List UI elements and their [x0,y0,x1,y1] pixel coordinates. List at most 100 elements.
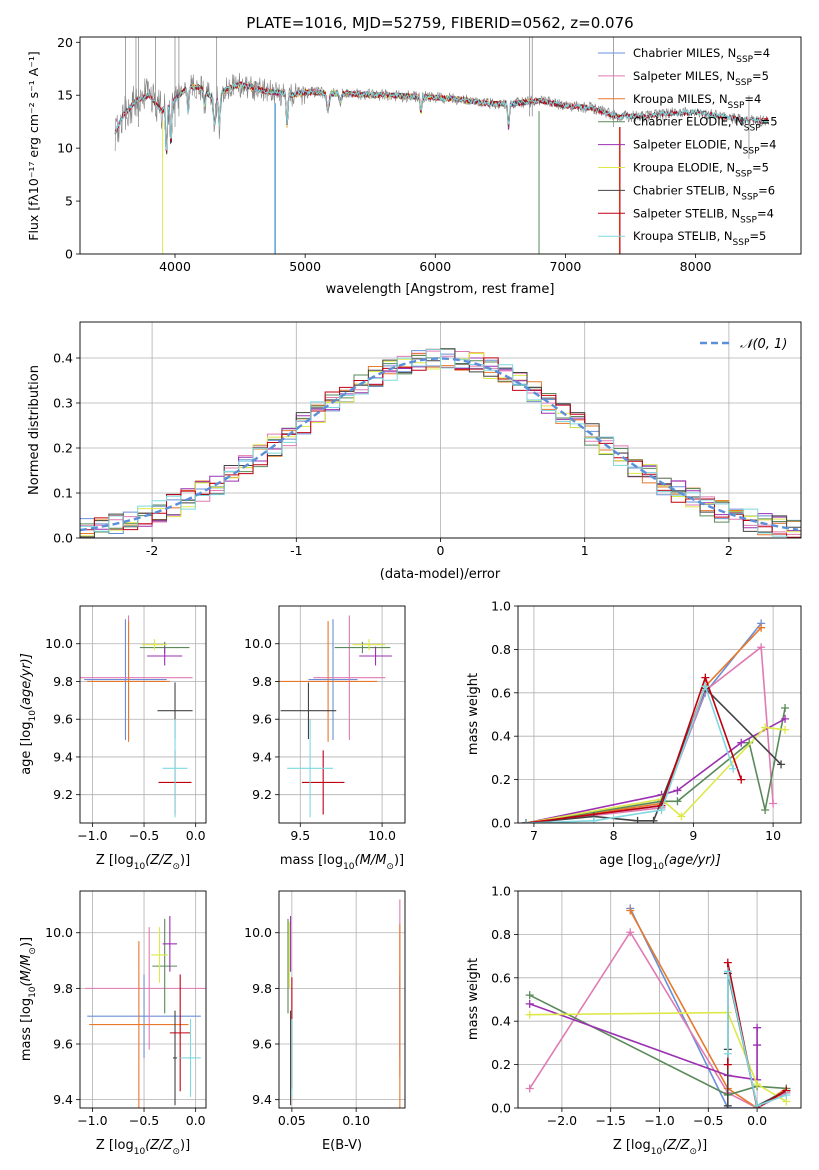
plus-marker [757,643,766,652]
age-vs-Z-chart-frame [79,605,207,824]
x-tick-label: −1.0 [644,1113,674,1128]
plus-marker [729,764,738,773]
x-tick-label: −2.0 [547,1113,577,1128]
legend-label: Salpeter STELIB, NSSP=4 [633,206,774,225]
errorbar-kroupa-miles [89,941,189,1108]
plus-marker [761,723,770,732]
x-tick-label: 8 [610,828,618,843]
y-axis-label: Flux [fλ10⁻¹⁷ erg cm⁻² s⁻¹ A⁻¹] [26,51,41,240]
series-kroupa-miles [521,623,766,823]
errorbar-chabrier-stelib [172,1010,178,1106]
series-line [525,707,786,823]
y-tick-label: 20 [57,35,73,50]
series-line [525,675,742,823]
series-line [525,622,762,823]
weight-vs-age-chart-grid [518,605,801,824]
errorbar-salpeter-stelib [169,974,191,1092]
mass-vs-EBV-chart-frame [278,890,406,1109]
y-tick-label: 0.2 [53,441,73,456]
residual-histogram-plot-area [80,348,801,538]
x-tick-label: 0.0 [186,1113,206,1128]
y-tick-label: 9.2 [252,787,272,802]
y-tick-label: 0.2 [491,1057,511,1072]
series-kroupa-elodie [525,1008,791,1106]
plus-marker [781,714,790,723]
spectrum-chart-plot-area [114,37,769,254]
series-line [529,930,787,1108]
plus-marker [633,816,642,823]
legend-label: Salpeter MILES, NSSP=5 [633,69,769,88]
series-line [529,1003,758,1081]
errorbar-kroupa-stelib [180,1018,201,1097]
x-tick-label: −1.0 [77,828,107,843]
y-tick-label: 0.4 [491,1014,511,1029]
x-tick-label: 10.0 [368,828,396,843]
plus-marker [723,967,732,976]
normal-curve [80,357,799,532]
mass-vs-Z-chart-grid [80,891,206,1108]
x-tick-label: 9.5 [290,828,310,843]
y-tick-label: 0.6 [491,685,511,700]
plus-marker [723,1060,732,1069]
x-tick-label: 7 [530,828,538,843]
errorbar-chabrier-elodie [152,918,178,1014]
x-tick-label: −0.5 [129,828,159,843]
y-tick-label: 0.1 [53,486,73,501]
x-tick-label: 0.10 [342,1113,370,1128]
plus-marker [737,738,746,747]
x-axis-label: Z [log10(Z/Z⊙)] [96,853,190,872]
plus-marker [525,1010,534,1019]
age-vs-mass-chart-plot-area [279,615,392,818]
errorbar-chabrier-miles [84,619,167,740]
chart-title: PLATE=1016, MJD=52759, FIBERID=0562, z=0… [246,14,633,32]
mass-vs-Z-chart-frame [79,890,207,1109]
errorbar-chabrier-elodie [334,641,391,654]
x-axis-label: wavelength [Angstrom, rest frame] [326,282,555,297]
x-axis-label: E(B-V) [322,1138,362,1153]
legend-label: Chabrier STELIB, NSSP=6 [633,183,775,202]
y-tick-label: 15 [57,88,73,103]
legend-label: Kroupa ELODIE, NSSP=5 [633,161,769,180]
x-tick-label: -1 [290,543,302,558]
age-vs-mass-chart: 9.5 10.0 9.2 9.4 9.6 9.8 10.0 mass [log10(M/M⊙)… [244,605,406,872]
series-salpeter-miles [521,643,778,823]
plus-marker [723,1101,732,1108]
y-tick-label: 0.0 [491,1101,511,1116]
series-chabrier-stelib [521,684,786,823]
y-tick-label: 9.6 [53,1037,73,1052]
y-tick-label: 0.8 [491,927,511,942]
legend-label: Salpeter ELODIE, NSSP=4 [633,138,776,157]
errorbar-kroupa-elodie [141,639,167,651]
x-tick-label: 6000 [419,259,451,274]
plus-marker [723,958,732,967]
model-line-kroupa-stelib [114,82,769,151]
x-tick-label: 1 [581,543,589,558]
plus-marker [753,1041,762,1050]
series-kroupa-stelib [521,682,738,823]
x-tick-label: 9 [689,828,697,843]
errorbar-salpeter-elodie [147,646,183,666]
y-tick-label: 0.4 [53,351,73,366]
series-line [525,627,762,823]
plus-marker [589,816,598,823]
plus-marker [781,725,790,734]
errorbar-salpeter-elodie [162,916,178,972]
y-tick-label: 9.8 [252,981,272,996]
plus-marker [777,760,786,769]
y-axis-label: Normed distribution [27,365,42,495]
series-line [529,1011,787,1103]
errorbar-kroupa-stelib [162,719,188,818]
x-axis-label: mass [log10(M/M⊙)] [280,853,404,872]
x-tick-label: 0.0 [747,1113,767,1128]
x-tick-label: 0.05 [278,1113,306,1128]
weight-vs-age-chart-plot-area [521,619,790,823]
y-tick-label: 9.8 [53,674,73,689]
x-tick-label: 5000 [289,259,321,274]
plus-marker [525,999,534,1008]
y-axis-label: mass weight [466,673,481,755]
errorbar-salpeter-stelib [301,750,345,815]
series-line [525,683,734,823]
x-tick-label: −0.5 [693,1113,723,1128]
plus-marker [723,1049,732,1058]
weight-vs-age-chart: 7 8 9 10 0.0 0.2 0.4 0.6 0.8 1.0 age [log10(age/yr… [466,599,802,872]
